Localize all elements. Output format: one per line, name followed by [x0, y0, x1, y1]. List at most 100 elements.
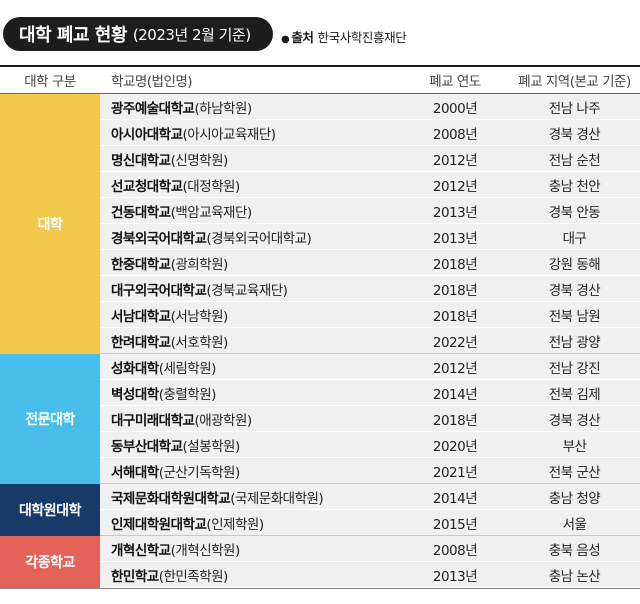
table-row: 대구미래대학교(애광학원) 2018년 경북 경산: [100, 406, 640, 432]
school-name: 인제대학원대학교: [111, 516, 207, 533]
page-title: 대학 폐교 현황: [19, 25, 127, 46]
table-row: 건동대학교(백암교육재단) 2013년 경북 안동: [100, 198, 640, 224]
corporation-name: (개혁신학원): [170, 542, 241, 559]
closure-region: 전남 강진: [548, 360, 601, 377]
school-cell: 서해대학(군산기독학원): [100, 461, 401, 481]
category-university: 대학: [0, 94, 100, 354]
table-row: 경북외국어대학교(경북외국어대학교) 2013년 대구: [100, 224, 640, 250]
school-cell: 명신대학교(신명학원): [100, 149, 401, 169]
closure-year: 2020년: [432, 438, 478, 455]
closure-region: 충남 논산: [548, 568, 601, 585]
table-row: 서해대학(군산기독학원) 2021년 전북 군산: [100, 458, 640, 484]
source-label: 출처: [291, 30, 314, 45]
school-name: 동부산대학교: [111, 438, 183, 455]
school-cell: 경북외국어대학교(경북외국어대학교): [100, 227, 401, 247]
school-cell: 인제대학원대학교(인제학원): [100, 513, 401, 533]
closure-year: 2022년: [432, 334, 478, 351]
top-divider: [0, 65, 640, 67]
school-name: 대구외국어대학교: [111, 282, 207, 299]
corporation-name: (아시아교육재단): [182, 126, 276, 143]
table-row: 선교청대학교(대정학원) 2012년 충남 천안: [100, 172, 640, 198]
closure-year: 2012년: [432, 360, 478, 377]
table-row: 서남대학교(서남학원) 2018년 전북 남원: [100, 302, 640, 328]
corporation-name: (경북외국어대학교): [206, 230, 312, 247]
school-cell: 건동대학교(백암교육재단): [100, 201, 401, 221]
corporation-name: (한민족학원): [158, 568, 229, 585]
table-row: 한중대학교(광희학원) 2018년 강원 동해: [100, 250, 640, 276]
school-cell: 아시아대학교(아시아교육재단): [100, 123, 401, 143]
category-miscellaneous-school: 각종학교: [0, 536, 100, 588]
closure-year: 2013년: [432, 230, 478, 247]
closure-year: 2018년: [432, 282, 478, 299]
closure-year: 2012년: [432, 178, 478, 195]
header-region: 폐교 지역(본교 기준): [518, 74, 631, 90]
closure-region: 전남 순천: [548, 152, 601, 169]
closure-year: 2000년: [432, 100, 478, 117]
school-name: 아시아대학교: [111, 126, 183, 143]
header-year: 폐교 연도: [429, 74, 481, 90]
school-cell: 동부산대학교(설봉학원): [100, 435, 401, 455]
school-name: 벽성대학: [111, 386, 159, 403]
corporation-name: (경북교육재단): [206, 282, 288, 299]
corporation-name: (백암교육재단): [170, 204, 253, 221]
corporation-name: (충렬학원): [158, 386, 217, 403]
bottom-divider: [0, 588, 640, 589]
closure-year: 2018년: [432, 412, 478, 429]
school-cell: 한중대학교(광희학원): [100, 253, 401, 273]
closure-region: 강원 동해: [548, 256, 601, 273]
table-row: 한려대학교(서호학원) 2022년 전남 광양: [100, 328, 640, 354]
table-row: 인제대학원대학교(인제학원) 2015년 서울: [100, 510, 640, 536]
closure-region: 전남 광양: [548, 334, 601, 351]
source-text: 한국사학진흥재단: [317, 30, 407, 45]
closure-region: 전북 군산: [548, 464, 601, 481]
school-name: 개혁신학교: [111, 542, 171, 559]
closure-region: 경북 안동: [548, 204, 601, 221]
school-cell: 서남대학교(서남학원): [100, 305, 401, 325]
corporation-name: (인제학원): [206, 516, 264, 533]
closure-region: 대구: [562, 230, 587, 247]
closure-region: 전남 나주: [548, 100, 601, 117]
closure-year: 2018년: [432, 308, 478, 325]
corporation-name: (설봉학원): [182, 438, 241, 455]
table-row: 광주예술대학교(하남학원) 2000년 전남 나주: [100, 94, 640, 120]
table-row: 대구외국어대학교(경북교육재단) 2018년 경북 경산: [100, 276, 640, 302]
closure-year: 2014년: [432, 490, 478, 507]
page-subtitle: (2023년 2월 기준): [132, 25, 251, 44]
school-name: 광주예술대학교: [111, 100, 195, 117]
school-cell: 개혁신학교(개혁신학원): [100, 539, 401, 559]
school-name: 한려대학교: [111, 334, 171, 351]
closure-region: 부산: [562, 438, 587, 455]
closure-year: 2015년: [432, 516, 478, 533]
school-name: 한중대학교: [111, 256, 171, 273]
school-name: 경북외국어대학교: [111, 230, 207, 247]
closure-year: 2013년: [432, 204, 478, 221]
table-row: 동부산대학교(설봉학원) 2020년 부산: [100, 432, 640, 458]
school-cell: 대구외국어대학교(경북교육재단): [100, 279, 401, 299]
corporation-name: (하남학원): [194, 100, 252, 117]
school-cell: 한려대학교(서호학원): [100, 331, 401, 351]
closure-year: 2014년: [432, 386, 478, 403]
table-row: 개혁신학교(개혁신학원) 2008년 충북 음성: [100, 536, 640, 562]
source-note: ● 출처 한국사학진흥재단: [281, 27, 407, 46]
school-name: 건동대학교: [111, 204, 171, 221]
header-school: 학교명(법인명): [111, 74, 193, 90]
header-divider: [0, 93, 640, 94]
school-cell: 선교청대학교(대정학원): [100, 175, 401, 195]
closure-year: 2008년: [432, 126, 478, 143]
school-name: 서해대학: [111, 464, 159, 481]
table-body: 광주예술대학교(하남학원) 2000년 전남 나주 아시아대학교(아시아교육재단…: [100, 94, 640, 588]
school-name: 서남대학교: [111, 308, 171, 325]
table-row: 벽성대학(충렬학원) 2014년 전북 김제: [100, 380, 640, 406]
corporation-name: (신명학원): [170, 152, 229, 169]
closure-region: 충북 음성: [548, 542, 601, 559]
category-junior-college: 전문대학: [0, 354, 100, 484]
closure-region: 경북 경산: [548, 282, 601, 299]
corporation-name: (국제문화대학원): [230, 490, 324, 507]
bullet-icon: ●: [281, 34, 290, 45]
school-cell: 광주예술대학교(하남학원): [100, 97, 401, 117]
school-name: 선교청대학교: [111, 178, 183, 195]
header-category: 대학 구분: [24, 74, 76, 90]
school-cell: 대구미래대학교(애광학원): [100, 409, 401, 429]
closure-year: 2012년: [432, 152, 478, 169]
